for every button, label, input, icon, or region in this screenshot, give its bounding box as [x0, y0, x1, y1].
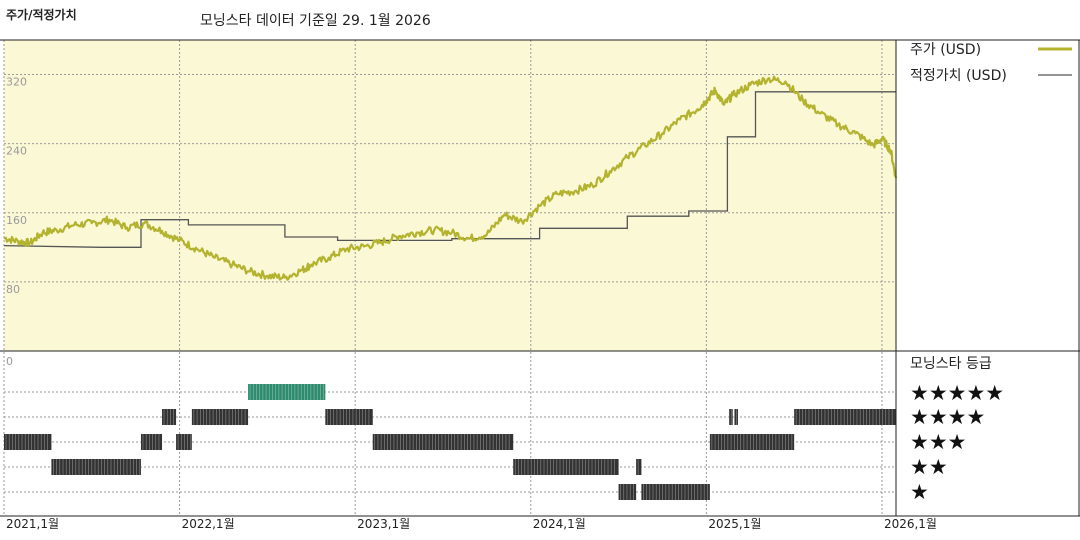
legend-label-fair-value: 적정가치 (USD) [910, 68, 1007, 84]
plot-background [4, 40, 896, 351]
rating-bar-fill-7 [325, 409, 373, 425]
rating-legend: 모닝스타 등급 ★★★★★ ★★★★ ★★★ ★★ ★ [910, 356, 1004, 504]
x-tick-label-3: 2024,1월 [533, 517, 586, 531]
x-tick-label-2: 2023,1월 [357, 517, 410, 531]
rating-bar-fill-13 [729, 409, 733, 425]
rating-bar-fill-1 [51, 459, 141, 475]
rating-bar-11 [636, 459, 642, 475]
rating-bar-fill-10 [618, 484, 637, 500]
x-tick-labels: 2021,1월 2022,1월 2023,1월 2024,1월 2025,1월 2026,… [6, 517, 937, 531]
rating-bar-2 [140, 434, 163, 450]
rating-label-3-stars: ★★★ [910, 430, 966, 454]
rating-bar-9 [513, 459, 619, 475]
rating-bar-6 [248, 384, 326, 400]
x-tick-label-1: 2022,1월 [182, 517, 235, 531]
rating-bar-15 [709, 434, 795, 450]
rating-bar-fill-9 [513, 459, 619, 475]
rating-label-2-stars: ★★ [910, 455, 948, 479]
rating-bar-4 [176, 434, 192, 450]
chart-frame [0, 39, 1080, 517]
y-tick-label-3: 80 [6, 283, 20, 296]
rating-bar-fill-4 [176, 434, 192, 450]
rating-bar-5 [191, 409, 249, 425]
rating-bar-fill-5 [191, 409, 249, 425]
rating-bar-fill-3 [162, 409, 177, 425]
rating-bar-14 [734, 409, 738, 425]
rating-area [4, 384, 896, 500]
rating-bar-fill-8 [372, 434, 514, 450]
y-tick-label-4: 0 [6, 355, 13, 368]
rating-label-4-stars: ★★★★ [910, 405, 985, 429]
rating-label-5-stars: ★★★★★ [910, 381, 1004, 405]
rating-label-1-star: ★ [910, 480, 929, 504]
x-tick-label-0: 2021,1월 [6, 517, 59, 531]
series-line-fair-value [3, 91, 896, 248]
y-axis-title: 주가/적정가치 [6, 8, 77, 22]
rating-bar-fill-0 [4, 434, 52, 450]
rating-bar-fill-16 [794, 409, 896, 425]
rating-bar-16 [794, 409, 896, 425]
rating-bar-1 [51, 459, 141, 475]
y-tick-label-0: 320 [6, 76, 27, 89]
rating-bar-7 [325, 409, 373, 425]
rating-bar-fill-14 [734, 409, 738, 425]
rating-bar-13 [729, 409, 733, 425]
rating-bar-fill-2 [140, 434, 163, 450]
rating-title: 모닝스타 등급 [910, 356, 992, 372]
rating-bar-fill-6 [248, 384, 326, 400]
rating-bar-8 [372, 434, 514, 450]
y-tick-labels: 320 240 160 80 0 [6, 76, 27, 368]
rating-bar-0 [4, 434, 52, 450]
y-tick-label-1: 240 [6, 145, 27, 158]
legend-label-price: 주가 (USD) [910, 42, 981, 58]
rating-bar-3 [162, 409, 177, 425]
rating-bar-12 [641, 484, 710, 500]
legend: 주가 (USD) 적정가치 (USD) [910, 42, 1072, 84]
grid-lines [3, 40, 896, 516]
rating-bar-fill-12 [641, 484, 710, 500]
rating-bar-fill-15 [709, 434, 795, 450]
chart-subtitle: 모닝스타 데이터 기준일 29. 1월 2026 [200, 13, 431, 29]
rating-bar-10 [618, 484, 637, 500]
series-line-price [3, 75, 898, 281]
x-tick-label-5: 2026,1월 [884, 517, 937, 531]
x-tick-label-4: 2025,1월 [708, 517, 761, 531]
rating-bar-fill-11 [636, 459, 642, 475]
y-tick-label-2: 160 [6, 214, 27, 227]
